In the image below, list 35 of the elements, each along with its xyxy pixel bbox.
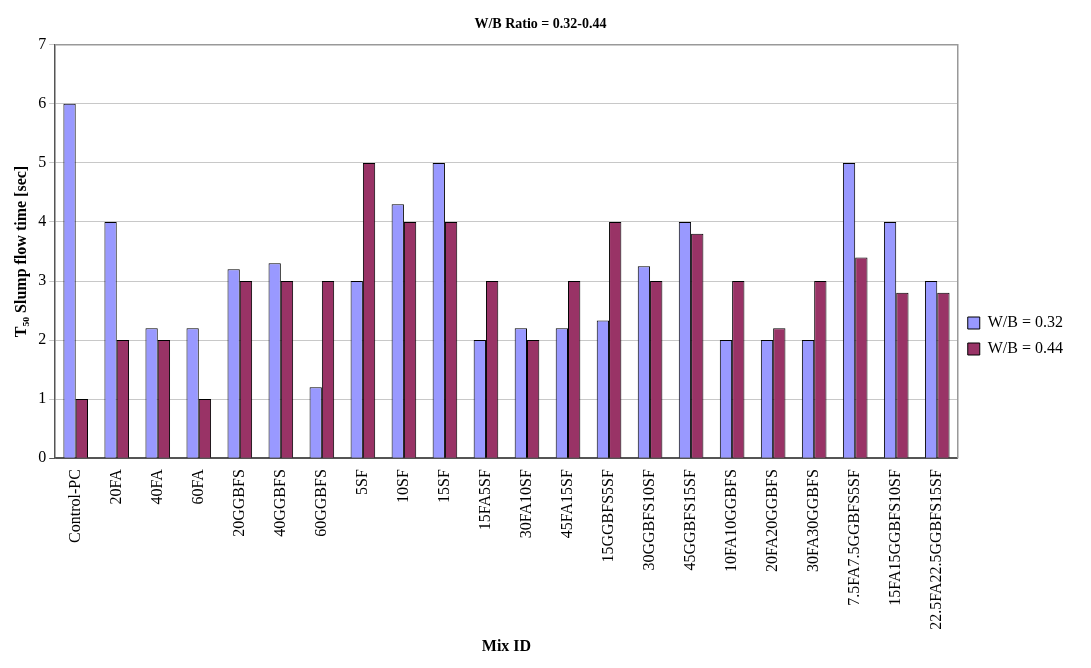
y-tick-label: 1 <box>38 389 47 407</box>
y-tick-label: 5 <box>38 153 47 171</box>
y-tick-label: 0 <box>38 448 47 466</box>
y-tick-label: 6 <box>38 94 47 112</box>
x-tick-label: 10SF <box>394 469 412 503</box>
x-tick-label: 15FA15GGBFS10SF <box>886 469 904 606</box>
y-tick-label: 2 <box>38 330 47 348</box>
y-tick-label: 4 <box>38 212 47 230</box>
y-tick-label: 7 <box>38 35 47 52</box>
x-tick-label: 45GGBFS15SF <box>681 469 699 571</box>
x-tick-label: 15GGBFS5SF <box>599 469 617 563</box>
x-tick-label: 5SF <box>353 469 371 495</box>
x-tick-label: 60GGBFS <box>312 469 330 537</box>
legend-label: W/B = 0.44 <box>987 339 1064 357</box>
x-tick-label: 45FA15SF <box>558 469 576 539</box>
x-tick-label: 40GGBFS <box>271 469 289 537</box>
x-tick-label: 40FA <box>147 468 165 505</box>
x-tick-label: 10FA10GGBFS <box>722 469 740 572</box>
y-axis-title: T₅₀ Slump flow time [sec] <box>11 165 30 338</box>
x-tick-label: 20FA <box>106 468 124 505</box>
x-tick-label: 20GGBFS <box>230 469 248 537</box>
chart-title: W/B Ratio = 0.32-0.44 <box>474 16 607 32</box>
x-tick-label: 60FA <box>188 468 206 505</box>
x-tick-label: 30FA30GGBFS <box>804 469 822 572</box>
x-tick-label: 30GGBFS10SF <box>640 469 658 571</box>
x-tick-label: 7.5FA7.5GGBFS5SF <box>845 469 863 606</box>
x-tick-label: 20FA20GGBFS <box>763 469 781 572</box>
legend-label: W/B = 0.32 <box>987 313 1064 331</box>
x-axis-title: Mix ID <box>481 636 532 654</box>
y-tick-label: 3 <box>38 271 47 289</box>
x-tick-label: 22.5FA22.5GGBFS15SF <box>927 469 945 630</box>
x-tick-label: Control-PC <box>65 469 83 543</box>
x-tick-label: 15SF <box>435 469 453 503</box>
x-tick-label: 15FA5SF <box>476 469 494 531</box>
x-tick-label: 30FA10SF <box>517 469 535 539</box>
